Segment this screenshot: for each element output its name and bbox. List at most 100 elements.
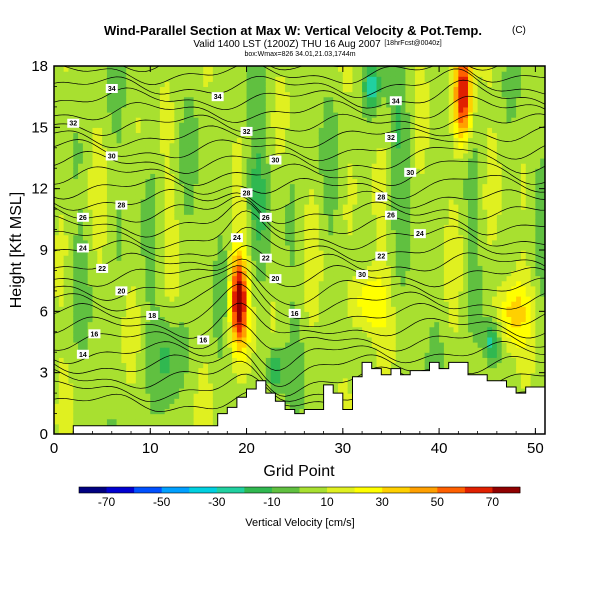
heat-cell	[179, 132, 185, 139]
heat-cell	[126, 372, 132, 379]
heat-cell	[328, 127, 334, 134]
heat-cell	[357, 311, 363, 318]
heat-cell	[280, 352, 286, 358]
heat-cell	[246, 178, 252, 185]
heat-cell	[82, 388, 89, 394]
heat-cell	[338, 86, 344, 93]
heat-cell	[135, 152, 142, 159]
heat-cell	[342, 188, 349, 195]
heat-cell	[92, 127, 98, 134]
heat-cell	[87, 96, 94, 103]
heat-cell	[366, 347, 373, 353]
heat-cell	[92, 408, 98, 415]
heat-cell	[217, 158, 224, 164]
heat-cell	[102, 372, 108, 379]
heat-cell	[58, 336, 65, 343]
heat-cell	[155, 403, 161, 410]
heat-cell	[260, 250, 267, 256]
heat-cell	[193, 357, 200, 364]
heat-cell	[323, 137, 329, 144]
heat-cell	[121, 112, 127, 118]
heat-cell	[289, 393, 296, 399]
heat-cell	[208, 367, 214, 374]
heat-cell	[135, 81, 142, 88]
heat-cell	[58, 296, 65, 302]
heat-cell	[299, 117, 305, 123]
heat-cell	[313, 352, 320, 358]
heat-cell	[102, 270, 108, 277]
heat-cell	[342, 316, 349, 323]
heat-cell	[304, 377, 310, 384]
heat-cell	[54, 388, 60, 394]
heat-cell	[155, 290, 161, 297]
heat-cell	[135, 382, 142, 389]
heat-cell	[155, 117, 161, 123]
heat-cell	[188, 224, 195, 231]
heat-cell	[78, 147, 84, 154]
heat-cell	[183, 229, 190, 236]
heat-cell	[328, 147, 334, 154]
heat-cell	[260, 311, 267, 318]
heat-cell	[82, 296, 89, 302]
heat-cell	[376, 306, 382, 312]
heat-cell	[217, 234, 224, 241]
heat-cell	[347, 158, 354, 164]
heat-cell	[352, 321, 358, 328]
heat-cell	[222, 403, 228, 410]
heat-cell	[58, 393, 65, 399]
heat-cell	[352, 91, 358, 98]
heat-cell	[246, 158, 252, 164]
heat-cell	[299, 326, 305, 333]
chart-subtitle-tag: [18hrFcst@0040z]	[384, 40, 441, 47]
heat-cell	[174, 152, 180, 159]
heat-cell	[285, 142, 291, 149]
heat-cell	[227, 234, 233, 241]
heat-cell	[92, 290, 98, 297]
heat-cell	[203, 152, 209, 159]
heat-cell	[198, 357, 204, 364]
heat-cell	[131, 418, 137, 425]
heat-cell	[58, 81, 65, 88]
heat-cell	[313, 188, 320, 195]
heat-cell	[116, 214, 122, 220]
heat-cell	[270, 255, 277, 261]
heat-cell	[102, 326, 108, 333]
heat-cell	[299, 142, 305, 149]
heat-cell	[150, 173, 156, 180]
heat-cell	[304, 306, 310, 312]
heat-cell	[169, 112, 175, 118]
heat-cell	[78, 321, 84, 328]
heat-cell	[299, 122, 305, 128]
heat-cell	[155, 204, 161, 210]
heat-cell	[352, 168, 358, 174]
heat-cell	[328, 357, 334, 364]
heat-cell	[294, 403, 301, 410]
heat-cell	[270, 122, 277, 128]
heat-cell	[289, 260, 296, 266]
heat-cell	[155, 296, 161, 302]
heat-cell	[251, 209, 257, 215]
heat-cell	[299, 96, 305, 103]
heat-cell	[155, 388, 161, 394]
heat-cell	[217, 76, 224, 82]
heat-cell	[299, 106, 305, 113]
heat-cell	[183, 336, 190, 343]
heat-cell	[203, 255, 209, 261]
heat-cell	[347, 127, 354, 134]
heat-cell	[73, 229, 79, 236]
heat-cell	[280, 168, 286, 174]
heat-cell	[54, 413, 60, 420]
heat-cell	[106, 413, 113, 420]
heat-cell	[357, 101, 363, 108]
heat-cell	[135, 173, 142, 180]
heat-cell	[179, 398, 185, 404]
heat-cell	[111, 290, 118, 297]
heat-cell	[227, 214, 233, 220]
heat-cell	[145, 260, 151, 266]
heat-cell	[73, 214, 79, 220]
heat-cell	[131, 76, 137, 82]
heat-cell	[217, 137, 224, 144]
heat-cell	[304, 71, 310, 77]
heat-cell	[116, 367, 122, 374]
heat-cell	[294, 296, 301, 302]
